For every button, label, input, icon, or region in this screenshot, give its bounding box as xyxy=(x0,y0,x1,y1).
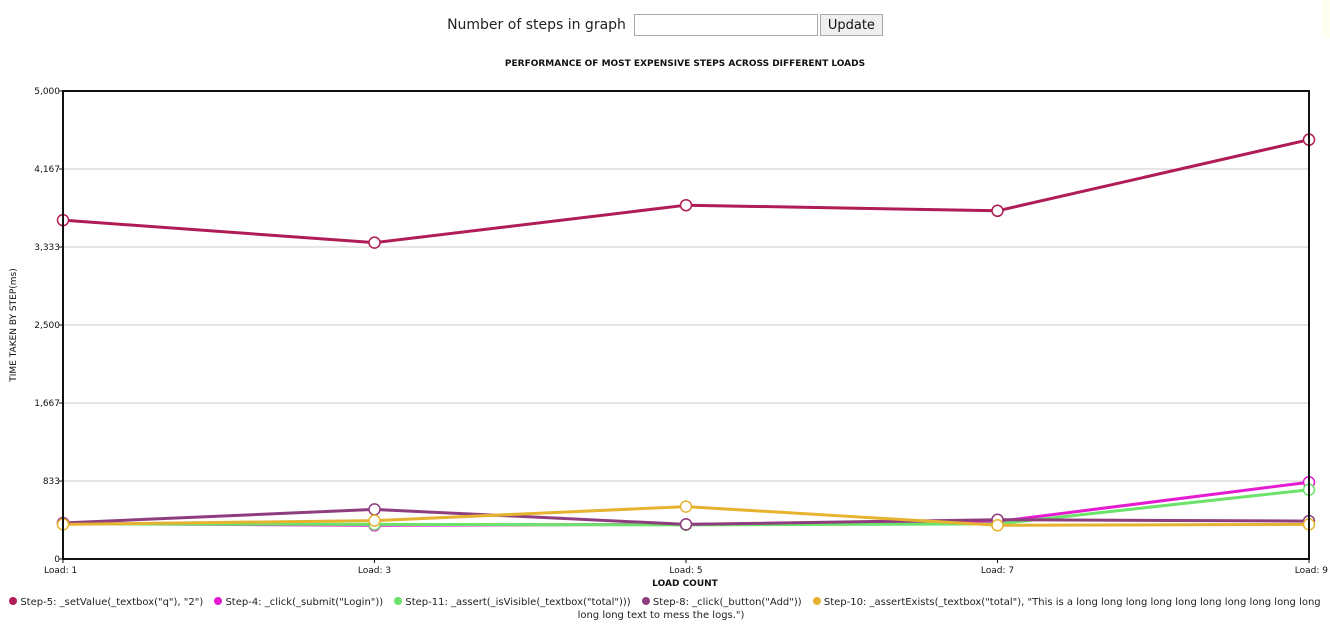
x-tick-label: Load: 1 xyxy=(44,566,77,576)
series-lines xyxy=(56,133,1316,532)
legend-label: Step-5: _setValue(_textbox("q"), "2") xyxy=(20,597,204,608)
series-line xyxy=(62,138,1310,245)
legend-item[interactable]: Step-5: _setValue(_textbox("q"), "2") xyxy=(9,597,203,608)
legend-marker xyxy=(812,597,821,605)
legend-label: Step-11: _assert(_isVisible(_textbox("to… xyxy=(405,597,631,608)
legend-item[interactable]: Step-8: _click(_button("Add")) xyxy=(641,597,802,608)
chart-title: PERFORMANCE OF MOST EXPENSIVE STEPS ACRO… xyxy=(505,59,865,69)
x-axis-ticks: Load: 1 Load: 3 Load: 5 Load: 7 Load: 9 xyxy=(44,559,1328,576)
x-tick-label: Load: 7 xyxy=(981,566,1014,576)
steps-input[interactable] xyxy=(634,14,819,36)
legend-label: Step-10: _assertExists(_textbox("total")… xyxy=(577,597,1321,621)
x-tick-label: Load: 9 xyxy=(1295,566,1328,576)
legend-marker xyxy=(9,597,18,605)
series-point[interactable] xyxy=(368,503,381,516)
legend-item[interactable]: Step-10: _assertExists(_textbox("total")… xyxy=(578,597,1321,621)
series-point[interactable] xyxy=(368,236,381,249)
steps-control-bar: Number of steps in graph Update xyxy=(0,14,1330,36)
legend-label: Step-8: _click(_button("Add")) xyxy=(652,597,802,608)
legend-item[interactable]: Step-11: _assert(_isVisible(_textbox("to… xyxy=(394,597,631,608)
update-button[interactable]: Update xyxy=(819,14,883,36)
grid-lines xyxy=(63,168,1309,482)
series-point[interactable] xyxy=(679,518,693,531)
y-axis-ticks: 0 833 1,667 2,500 3,333 4,167 5,000 xyxy=(34,87,63,565)
y-tick-label: 1,667 xyxy=(34,399,60,409)
series-point[interactable] xyxy=(679,198,693,212)
x-axis-label: LOAD COUNT xyxy=(652,579,718,589)
legend-label: Step-4: _click(_submit("Login")) xyxy=(225,597,384,608)
y-tick-label: 4,167 xyxy=(34,165,60,175)
series-point[interactable] xyxy=(368,514,381,527)
plot-frame xyxy=(62,90,1310,560)
y-tick-label: 5,000 xyxy=(34,87,60,97)
chart-legend: Step-5: _setValue(_textbox("q"), "2") St… xyxy=(0,596,1330,622)
x-tick-label: Load: 3 xyxy=(358,566,391,576)
y-axis-label: TIME TAKEN BY STEP(ms) xyxy=(9,268,19,382)
y-tick-label: 833 xyxy=(43,477,60,487)
y-tick-label: 2,500 xyxy=(34,321,60,331)
legend-marker xyxy=(394,597,403,605)
y-tick-label: 0 xyxy=(54,555,60,565)
legend-item[interactable]: Step-4: _click(_submit("Login")) xyxy=(214,597,383,608)
series-point[interactable] xyxy=(679,500,693,513)
legend-marker xyxy=(214,597,223,605)
series-point[interactable] xyxy=(991,519,1004,532)
legend-marker xyxy=(641,597,650,605)
y-tick-label: 3,333 xyxy=(34,243,60,253)
steps-label: Number of steps in graph xyxy=(447,17,626,33)
x-tick-label: Load: 5 xyxy=(669,566,702,576)
series-point[interactable] xyxy=(991,204,1004,218)
corner-strip xyxy=(1322,0,1330,38)
